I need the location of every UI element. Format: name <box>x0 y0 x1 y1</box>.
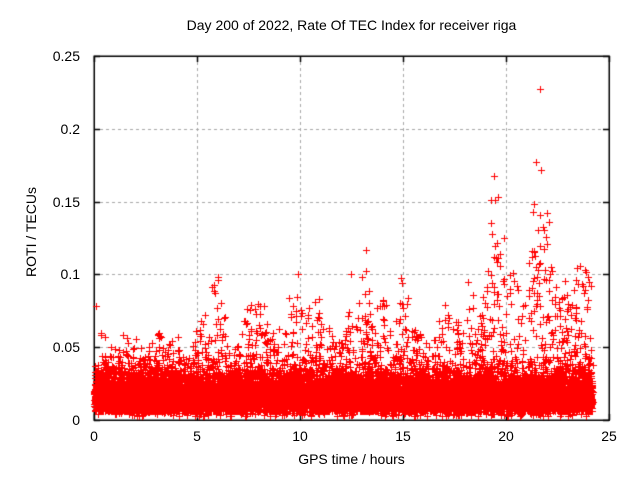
x-tick-label: 5 <box>193 428 201 444</box>
y-tick-label: 0.1 <box>60 266 80 283</box>
y-tick-label: 0.25 <box>52 48 80 64</box>
x-tick-label: 25 <box>601 428 617 444</box>
x-tick-label: 15 <box>395 428 411 444</box>
y-tick-label: 0 <box>72 412 80 428</box>
chart-title: Day 200 of 2022, Rate Of TEC Index for r… <box>186 17 517 33</box>
y-tick-label: 0.05 <box>52 339 80 356</box>
x-tick-label: 0 <box>90 428 98 444</box>
x-axis-label: GPS time / hours <box>298 451 405 467</box>
x-tick-label: 10 <box>292 428 308 444</box>
x-tick-label: 20 <box>498 428 514 444</box>
y-tick-label: 0.15 <box>52 193 80 210</box>
y-tick-label: 0.2 <box>60 120 80 137</box>
